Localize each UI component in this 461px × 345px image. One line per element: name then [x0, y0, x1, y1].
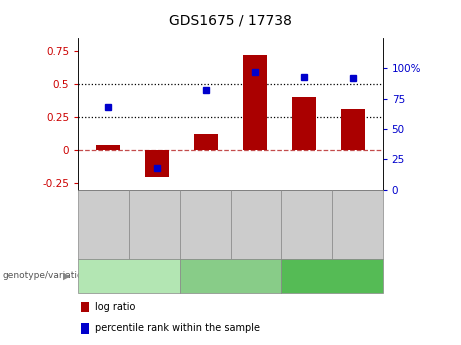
- Text: GSM75987: GSM75987: [353, 201, 362, 247]
- Text: log ratio: log ratio: [95, 302, 135, 312]
- Text: ▶: ▶: [63, 271, 71, 281]
- Bar: [243, 55, 267, 150]
- Text: GSM75985: GSM75985: [251, 201, 260, 247]
- Text: PARP-1 null: PARP-1 null: [207, 272, 254, 280]
- Text: Wrn null: Wrn null: [112, 272, 147, 280]
- Text: GSM75931: GSM75931: [201, 201, 210, 247]
- Bar: [194, 134, 218, 150]
- Text: genotype/variation: genotype/variation: [2, 272, 89, 280]
- Text: GSM75986: GSM75986: [302, 201, 311, 247]
- Bar: [145, 150, 169, 177]
- Text: GSM75886: GSM75886: [150, 201, 159, 247]
- Bar: [95, 145, 120, 150]
- Text: GSM75885: GSM75885: [99, 201, 108, 247]
- Text: percentile rank within the sample: percentile rank within the sample: [95, 324, 260, 333]
- Bar: [292, 97, 316, 150]
- Text: Wrn PARP-1 double
null: Wrn PARP-1 double null: [292, 266, 372, 286]
- Text: GDS1675 / 17738: GDS1675 / 17738: [169, 14, 292, 28]
- Bar: [341, 109, 366, 150]
